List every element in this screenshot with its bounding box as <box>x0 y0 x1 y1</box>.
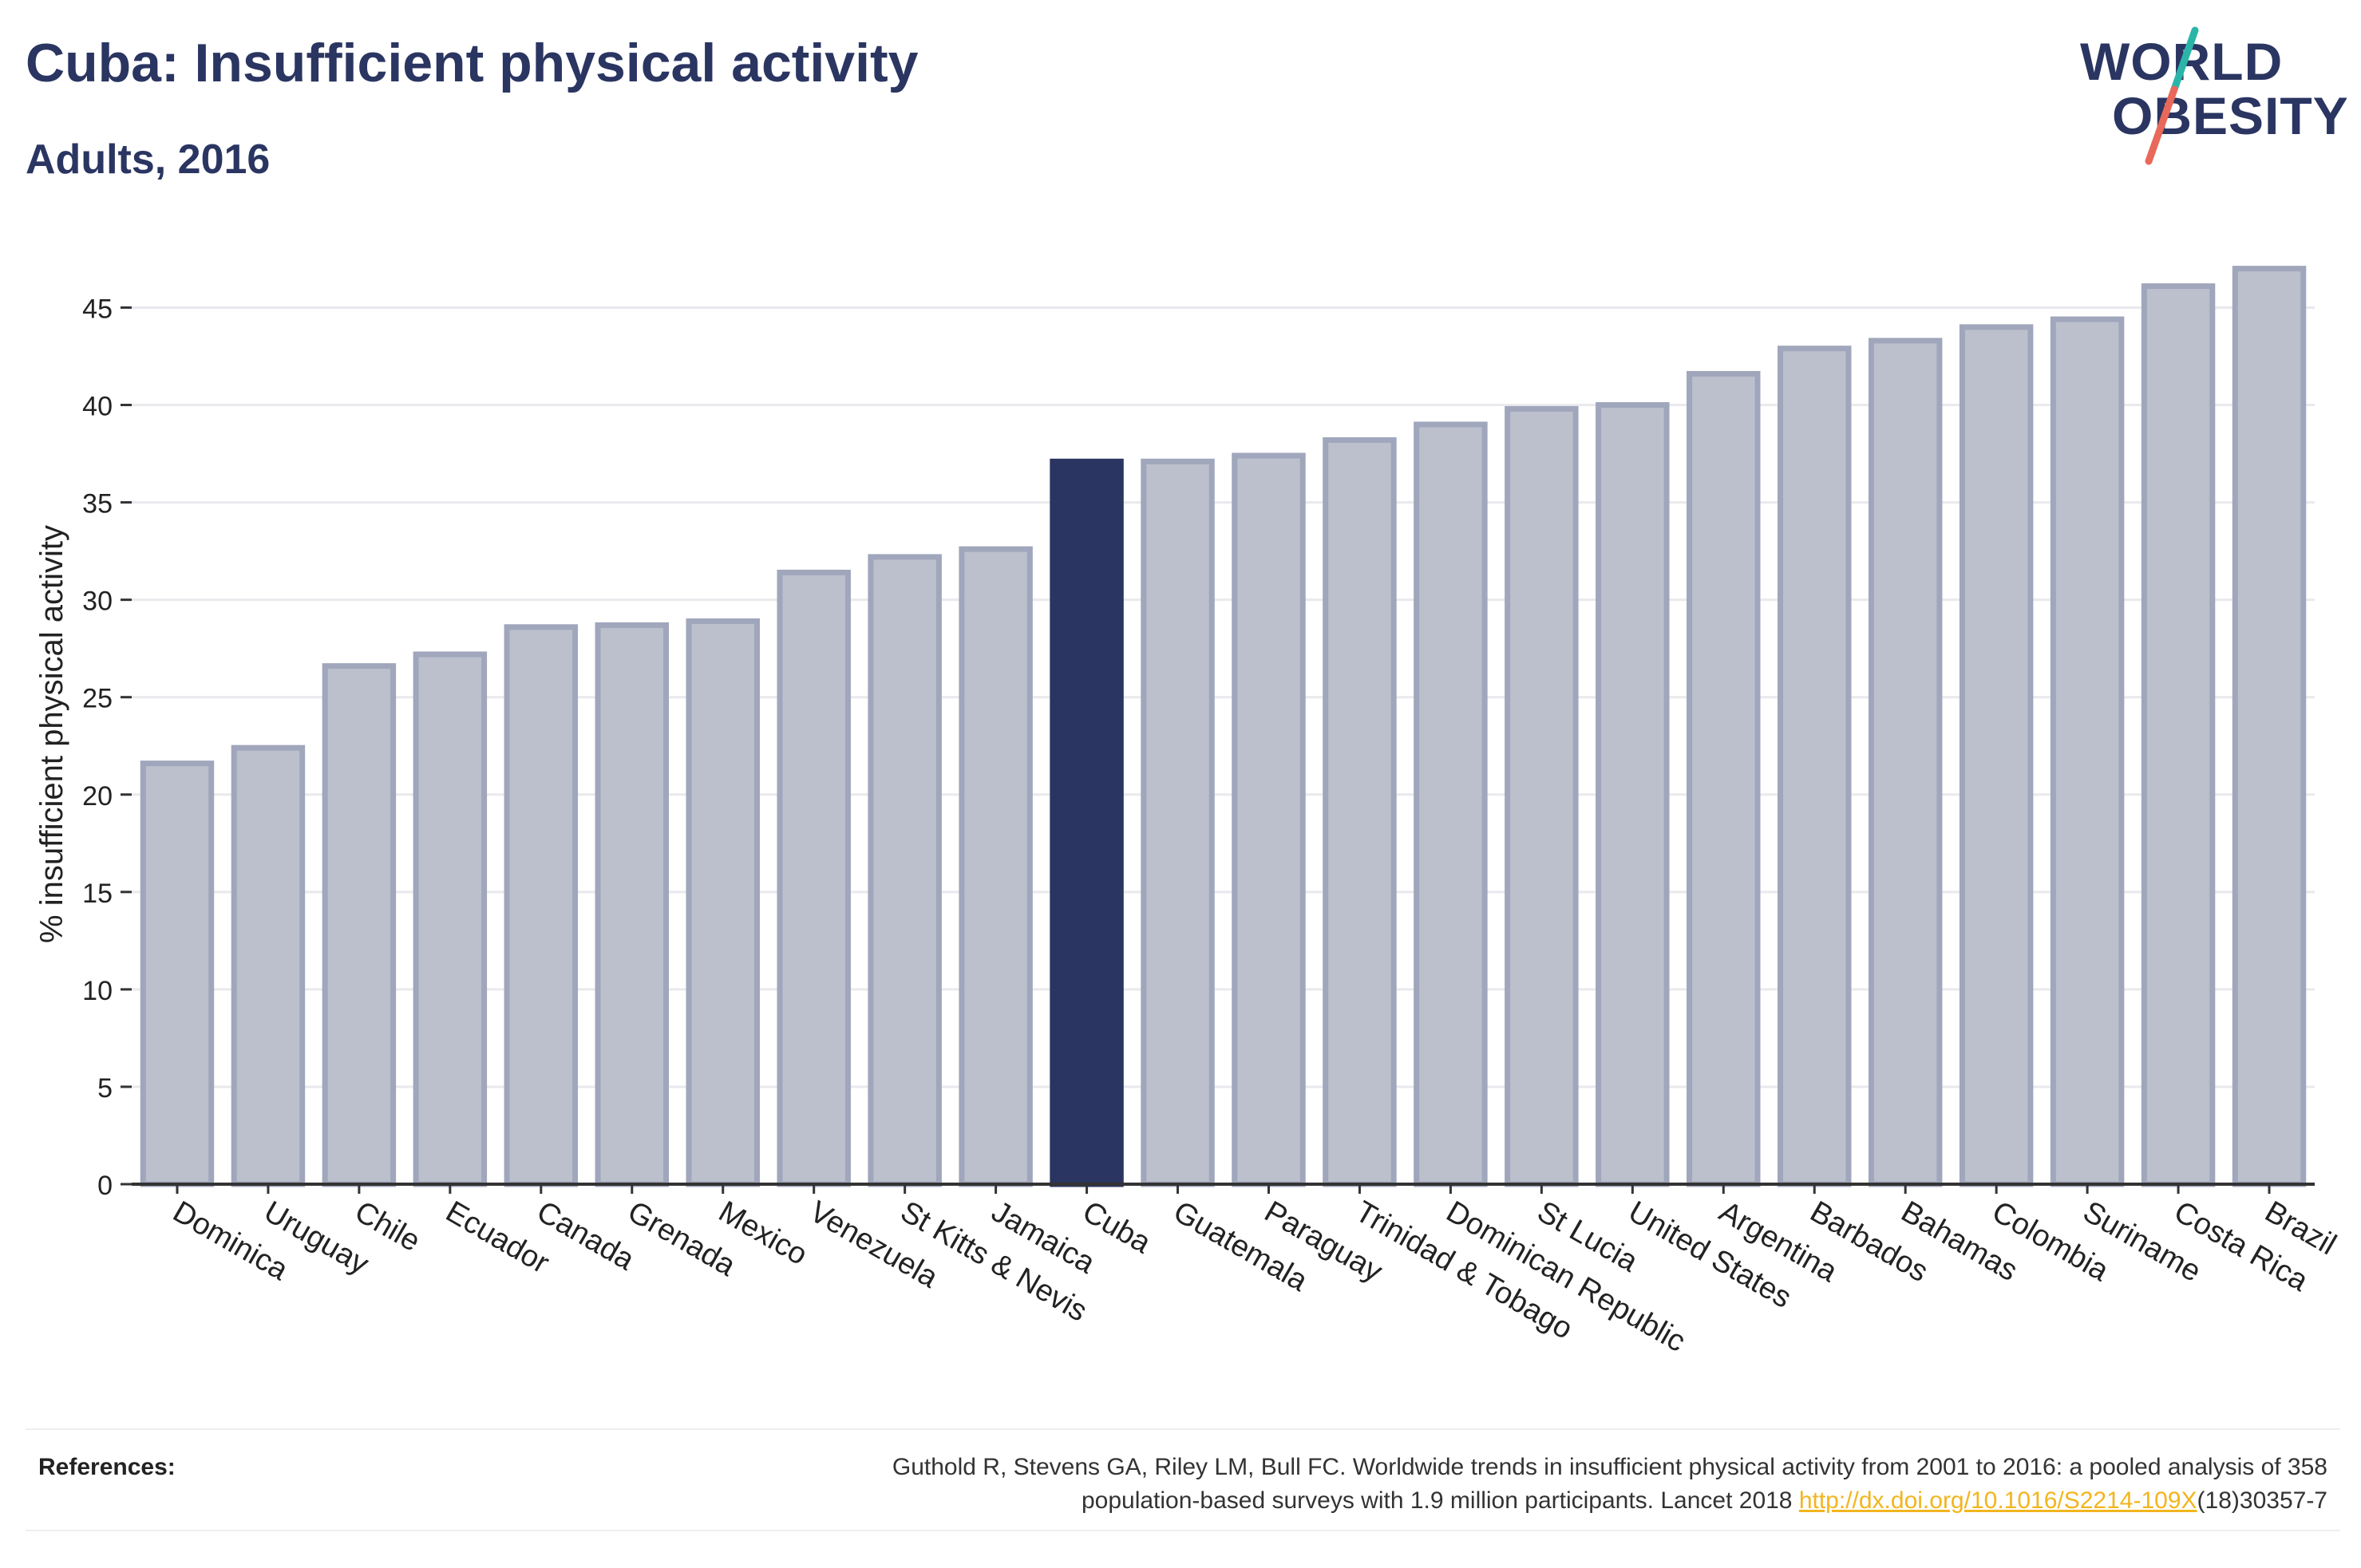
bar-st-kitts-nevis[interactable] <box>868 554 942 1187</box>
y-tick-label: 5 <box>97 1073 113 1104</box>
bar-chile[interactable] <box>322 663 397 1187</box>
bar-jamaica[interactable] <box>959 546 1033 1187</box>
y-tick-label: 45 <box>82 294 113 324</box>
bar-dominica[interactable] <box>140 760 215 1187</box>
reference-line-2-suffix: (18)30357-7 <box>2197 1487 2327 1514</box>
bar-cuba[interactable] <box>1050 458 1124 1187</box>
y-tick-label: 20 <box>82 781 113 812</box>
bar-grenada[interactable] <box>595 622 670 1187</box>
bar-paraguay[interactable] <box>1232 452 1306 1187</box>
bar-costa-rica[interactable] <box>2141 283 2216 1187</box>
axes <box>121 306 2315 1194</box>
references-section: References: Guthold R, Stevens GA, Riley… <box>26 1428 2340 1531</box>
y-tick-label: 35 <box>82 489 113 519</box>
doi-link[interactable]: http://dx.doi.org/10.1016/S2214-109X <box>1798 1487 2197 1514</box>
bar-suriname[interactable] <box>2050 316 2125 1187</box>
world-obesity-logo: WORLD OBESITY <box>2080 26 2347 165</box>
bar-brazil[interactable] <box>2232 266 2307 1187</box>
bar-mexico[interactable] <box>686 618 760 1187</box>
y-tick-label: 15 <box>82 879 113 909</box>
y-tick-label: 25 <box>82 684 113 714</box>
bar-uruguay[interactable] <box>231 745 306 1187</box>
y-tick-label: 40 <box>82 392 113 422</box>
logo-line-obesity: OBESITY <box>2112 86 2347 145</box>
bars <box>140 266 2307 1187</box>
chart-title: Cuba: Insufficient physical activity <box>26 33 919 93</box>
reference-line-1: Guthold R, Stevens GA, Riley LM, Bull FC… <box>892 1454 2327 1480</box>
bar-guatemala[interactable] <box>1141 458 1215 1187</box>
bar-canada[interactable] <box>504 624 579 1187</box>
bar-st-lucia[interactable] <box>1505 405 1579 1187</box>
bar-bahamas[interactable] <box>1868 338 1943 1187</box>
bar-argentina[interactable] <box>1687 370 1761 1187</box>
logo-slash-bottom <box>2145 85 2178 165</box>
bar-dominican-republic[interactable] <box>1414 421 1488 1187</box>
bar-barbados[interactable] <box>1777 346 1852 1187</box>
reference-line-2: population-based surveys with 1.9 millio… <box>492 1484 2327 1518</box>
y-tick-label: 30 <box>82 587 113 617</box>
x-tick-label: Canada <box>531 1195 640 1277</box>
reference-line-2-prefix: population-based surveys with 1.9 millio… <box>1081 1487 1799 1514</box>
bar-colombia[interactable] <box>1959 324 2034 1187</box>
x-tick-label: Ecuador <box>440 1195 555 1280</box>
chart-subtitle: Adults, 2016 <box>26 136 271 183</box>
bar-trinidad-tobago[interactable] <box>1323 436 1397 1187</box>
bar-ecuador[interactable] <box>413 651 488 1187</box>
references-label: References: <box>38 1454 176 1480</box>
y-axis-label: % insufficient physical activity <box>34 525 69 943</box>
y-tick-label: 10 <box>82 976 113 1006</box>
bar-united-states[interactable] <box>1596 402 1670 1187</box>
logo-slash-top <box>2170 26 2199 93</box>
y-tick-label: 0 <box>97 1171 113 1201</box>
bar-venezuela[interactable] <box>777 569 851 1187</box>
grid-lines <box>132 306 2315 1088</box>
references-text: Guthold R, Stevens GA, Riley LM, Bull FC… <box>492 1451 2327 1518</box>
